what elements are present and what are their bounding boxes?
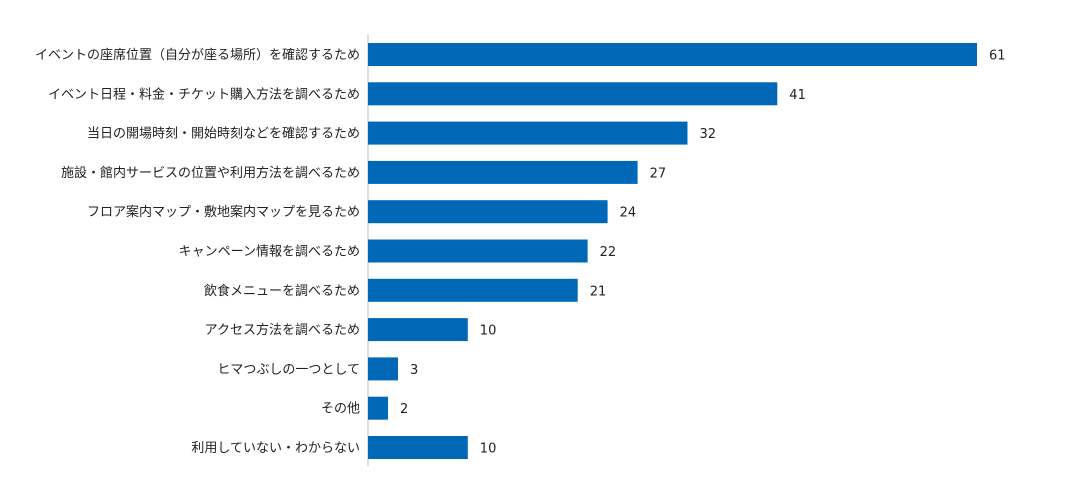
category-label-4: フロア案内マップ・敷地案内マップを見るため — [87, 204, 360, 220]
value-label-0: 61 — [989, 49, 1006, 64]
category-label-9: その他 — [321, 402, 360, 417]
value-label-10: 10 — [480, 442, 497, 457]
category-label-0: イベントの座席位置（自分が座る場所）を確認するため — [35, 47, 360, 63]
bar-6 — [368, 278, 578, 302]
bar-7 — [368, 318, 468, 342]
bar-9 — [368, 396, 388, 420]
bar-8 — [368, 357, 398, 381]
value-label-1: 41 — [789, 88, 806, 103]
value-label-7: 10 — [480, 324, 497, 339]
value-label-6: 21 — [590, 284, 607, 299]
bar-3 — [368, 160, 638, 184]
category-label-3: 施設・館内サービスの位置や利用方法を調べるため — [61, 165, 360, 181]
value-label-9: 2 — [400, 402, 408, 417]
value-label-3: 27 — [650, 166, 667, 181]
value-label-4: 24 — [620, 206, 637, 221]
bars-group — [368, 43, 977, 459]
value-label-2: 32 — [700, 127, 717, 142]
bar-10 — [368, 436, 468, 459]
bar-1 — [368, 82, 778, 106]
category-label-8: ヒマつぶしの一つとして — [217, 362, 360, 377]
bar-2 — [368, 121, 688, 145]
category-label-7: アクセス方法を調べるため — [205, 322, 360, 338]
category-label-5: キャンペーン情報を調べるため — [179, 245, 360, 260]
category-labels-group: イベントの座席位置（自分が座る場所）を確認するためイベント日程・料金・チケット購… — [35, 47, 360, 456]
category-label-1: イベント日程・料金・チケット購入方法を調べるため — [48, 86, 360, 102]
category-label-6: 飲食メニューを調べるため — [204, 283, 360, 299]
category-label-2: 当日の開場時刻・開始時刻などを確認するため — [87, 126, 360, 142]
category-label-10: 利用していない・わからない — [191, 441, 360, 456]
value-label-8: 3 — [410, 363, 418, 378]
value-label-5: 22 — [600, 245, 617, 260]
bar-4 — [368, 200, 608, 224]
bar-0 — [368, 43, 977, 66]
bar-5 — [368, 239, 588, 263]
